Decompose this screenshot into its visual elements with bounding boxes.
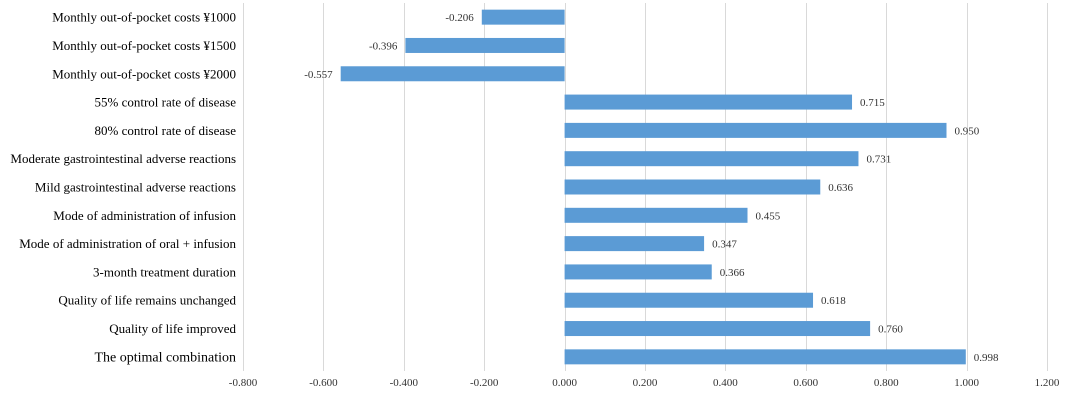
x-tick-label: 1.000 xyxy=(954,377,979,389)
category-label: Quality of life improved xyxy=(109,321,236,336)
bar xyxy=(564,236,705,252)
value-label: 0.618 xyxy=(821,295,846,307)
x-tick-label: 0.600 xyxy=(793,377,818,389)
category-label: 80% control rate of disease xyxy=(94,123,236,138)
value-label: 0.715 xyxy=(860,97,885,109)
bar xyxy=(340,66,565,82)
category-label: Moderate gastrointestinal adverse reacti… xyxy=(10,151,236,166)
category-label: 55% control rate of disease xyxy=(94,95,236,110)
value-label: 0.950 xyxy=(955,125,980,137)
value-label: 0.455 xyxy=(756,210,781,222)
category-label: Mild gastrointestinal adverse reactions xyxy=(35,180,236,195)
bar xyxy=(564,349,966,365)
category-label: 3-month treatment duration xyxy=(93,264,236,279)
bar xyxy=(564,292,814,308)
bar xyxy=(564,207,748,223)
bar xyxy=(564,264,712,280)
x-tick-label: -0.200 xyxy=(470,377,499,389)
x-tick-label: 0.400 xyxy=(713,377,738,389)
value-label: 0.760 xyxy=(878,324,903,336)
bar xyxy=(564,321,871,337)
category-label: Monthly out-of-pocket costs ¥2000 xyxy=(52,66,236,81)
x-tick-label: 1.200 xyxy=(1035,377,1060,389)
value-label: 0.366 xyxy=(720,267,745,279)
value-label: -0.206 xyxy=(445,12,474,24)
x-tick-label: -0.400 xyxy=(390,377,419,389)
bar xyxy=(481,9,565,25)
x-axis-tick-labels: -0.800 -0.600 -0.400 -0.200 0.000 0.200 0.400 0… xyxy=(229,377,1060,389)
category-label: Quality of life remains unchanged xyxy=(58,293,236,308)
value-label: 0.998 xyxy=(974,352,999,364)
x-tick-label: 0.000 xyxy=(552,377,577,389)
x-tick-label: -0.800 xyxy=(229,377,258,389)
x-tick-label: 0.200 xyxy=(633,377,658,389)
category-label: Mode of administration of infusion xyxy=(53,208,236,223)
bar xyxy=(564,179,821,195)
bar xyxy=(405,37,565,53)
x-tick-label: -0.600 xyxy=(309,377,338,389)
bars xyxy=(340,9,966,365)
bar xyxy=(564,122,947,138)
value-label: 0.731 xyxy=(866,154,891,166)
category-label: Monthly out-of-pocket costs ¥1000 xyxy=(52,10,236,25)
bar xyxy=(564,94,853,110)
value-label: 0.636 xyxy=(828,182,853,194)
x-tick-label: 0.800 xyxy=(874,377,899,389)
category-label: The optimal combination xyxy=(94,350,236,365)
category-labels: Monthly out-of-pocket costs ¥1000 Monthly… xyxy=(10,10,236,366)
value-labels: -0.206 -0.396 -0.557 0.715 0.950 0.731 0.636 0.… xyxy=(304,12,999,364)
value-label: -0.396 xyxy=(369,40,398,52)
category-label: Mode of administration of oral + infusio… xyxy=(19,236,236,251)
value-label: -0.557 xyxy=(304,69,333,81)
category-label: Monthly out-of-pocket costs ¥1500 xyxy=(52,38,236,53)
bar xyxy=(564,151,859,167)
value-label: 0.347 xyxy=(712,239,737,251)
